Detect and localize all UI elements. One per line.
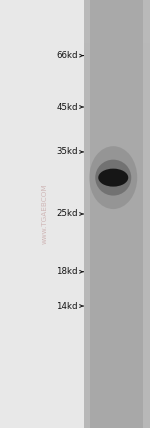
- Bar: [84, 21, 150, 43]
- Bar: [84, 0, 150, 21]
- Bar: [84, 214, 150, 235]
- Text: 18kd: 18kd: [57, 267, 78, 276]
- Text: 66kd: 66kd: [57, 51, 78, 60]
- Bar: [84, 0, 150, 428]
- Bar: [84, 342, 150, 364]
- Text: 25kd: 25kd: [57, 209, 78, 219]
- Bar: [84, 278, 150, 300]
- Bar: [84, 128, 150, 150]
- Ellipse shape: [98, 169, 128, 187]
- Bar: [84, 171, 150, 193]
- Text: 45kd: 45kd: [57, 102, 78, 112]
- Ellipse shape: [95, 160, 131, 196]
- Bar: [84, 300, 150, 321]
- Bar: [84, 193, 150, 214]
- Bar: [84, 407, 150, 428]
- Bar: [84, 235, 150, 257]
- Bar: [84, 321, 150, 342]
- Text: 35kd: 35kd: [57, 147, 78, 157]
- Text: www.TGAEBCOM: www.TGAEBCOM: [42, 184, 48, 244]
- Bar: [90, 0, 142, 428]
- Bar: [84, 150, 150, 171]
- Bar: [84, 64, 150, 86]
- Ellipse shape: [89, 146, 137, 209]
- Bar: [84, 257, 150, 278]
- Bar: [84, 86, 150, 107]
- Bar: [84, 107, 150, 128]
- Bar: [84, 43, 150, 64]
- Bar: [84, 385, 150, 407]
- Bar: [84, 364, 150, 385]
- Text: 14kd: 14kd: [57, 301, 78, 311]
